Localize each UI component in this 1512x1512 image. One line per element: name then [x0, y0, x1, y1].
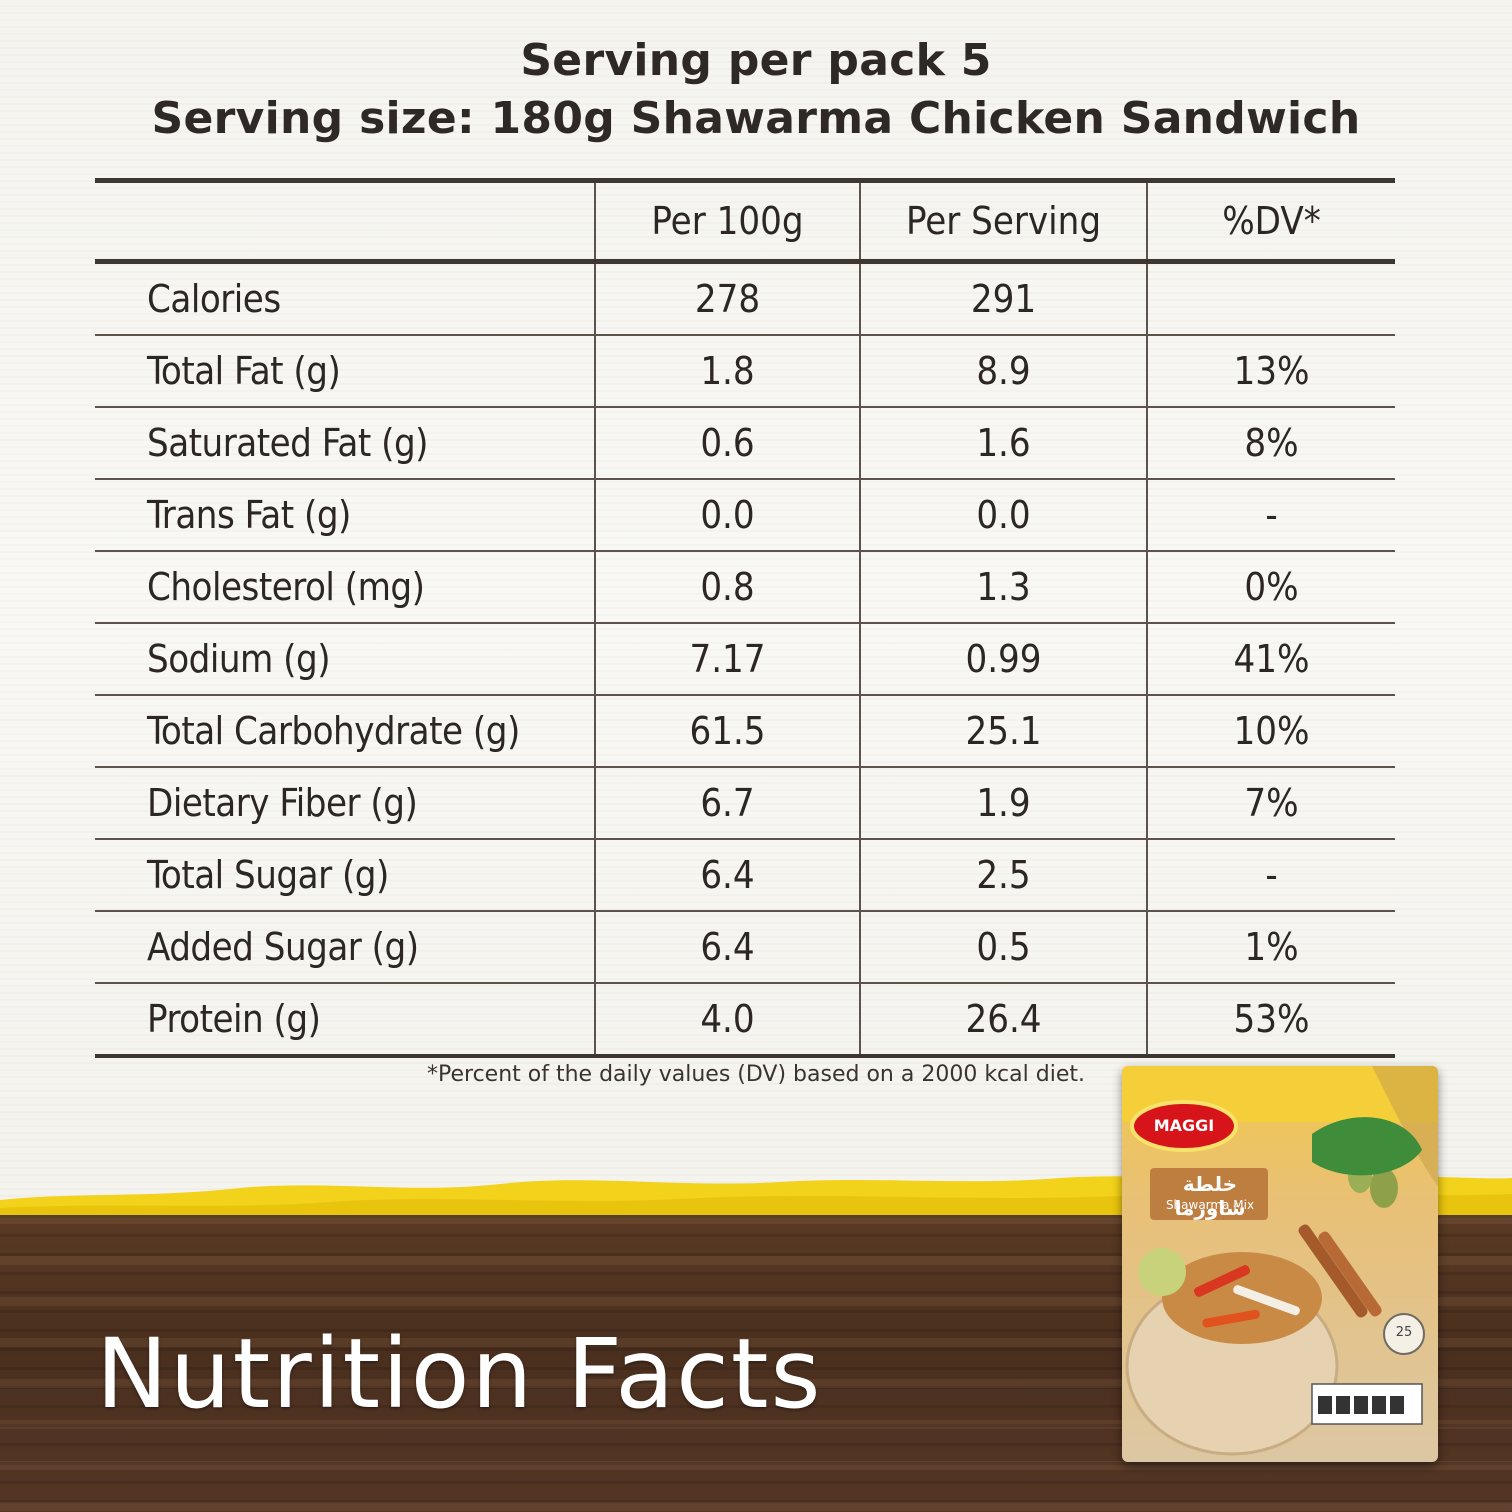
dv-value: 53%: [1146, 983, 1395, 1058]
per-serving-value: 1.6: [859, 407, 1147, 480]
dv-value: 1%: [1146, 911, 1395, 984]
table-row: Total Carbohydrate (g) 61.5 25.1 10%: [95, 695, 1395, 768]
dv-value: 10%: [1146, 695, 1395, 768]
servings-per-pack: Serving per pack 5: [520, 35, 992, 86]
table-row: Protein (g) 4.0 26.4 53%: [95, 983, 1395, 1058]
per-serving-value: 0.5: [859, 911, 1147, 984]
per-100g-value: 6.4: [594, 839, 860, 912]
nutrient-name: Calories: [95, 261, 595, 336]
per-100g-value: 0.0: [594, 479, 860, 552]
nutrition-rows: Calories 278 291 Total Fat (g) 1.8 8.9 13% Satu…: [95, 261, 1395, 1058]
table-row: Dietary Fiber (g) 6.7 1.9 7%: [95, 767, 1395, 840]
dv-value: 8%: [1146, 407, 1395, 480]
per-serving-value: 291: [859, 261, 1147, 336]
page-title: Nutrition Facts: [96, 1318, 823, 1430]
product-package-illustration: [1122, 1066, 1438, 1462]
dv-value: [1146, 261, 1395, 336]
header-per-100g: Per 100g: [594, 178, 860, 264]
per-100g-value: 0.8: [594, 551, 860, 624]
footnote: *Percent of the daily values (DV) based …: [427, 1062, 1085, 1087]
table-row: Sodium (g) 7.17 0.99 41%: [95, 623, 1395, 696]
table-row: Added Sugar (g) 6.4 0.5 1%: [95, 911, 1395, 984]
header-nutrient: [95, 178, 595, 264]
dv-value: -: [1146, 479, 1395, 552]
per-100g-value: 4.0: [594, 983, 860, 1058]
per-100g-value: 6.4: [594, 911, 860, 984]
dv-value: 13%: [1146, 335, 1395, 408]
table-row: Saturated Fat (g) 0.6 1.6 8%: [95, 407, 1395, 480]
serving-info: Serving per pack 5 Serving size: 180g Sh…: [0, 32, 1512, 148]
per-serving-value: 1.9: [859, 767, 1147, 840]
nutrient-name: Total Fat (g): [95, 335, 595, 408]
table-row: Total Sugar (g) 6.4 2.5-: [95, 839, 1395, 912]
nutrient-name: Cholesterol (mg): [95, 551, 595, 624]
per-100g-value: 1.8: [594, 335, 860, 408]
nutrient-name: Added Sugar (g): [95, 911, 595, 984]
per-serving-value: 25.1: [859, 695, 1147, 768]
table-row: Calories 278 291: [95, 261, 1395, 336]
serving-size: Serving size: 180g Shawarma Chicken Sand…: [151, 93, 1361, 144]
per-100g-value: 0.6: [594, 407, 860, 480]
nutrient-name: Sodium (g): [95, 623, 595, 696]
nutrition-table-wrap: Per 100g Per Serving %DV* Calories 278 291…: [95, 178, 1395, 1058]
per-100g-value: 7.17: [594, 623, 860, 696]
per-serving-value: 26.4: [859, 983, 1147, 1058]
nutrient-name: Trans Fat (g): [95, 479, 595, 552]
product-name-arabic: خلطة شاورما: [1174, 1172, 1246, 1220]
per-serving-value: 0.99: [859, 623, 1147, 696]
per-serving-value: 1.3: [859, 551, 1147, 624]
nutrient-name: Protein (g): [95, 983, 595, 1058]
nutrient-name: Saturated Fat (g): [95, 407, 595, 480]
per-100g-value: 278: [594, 261, 860, 336]
nutrition-table: Per 100g Per Serving %DV* Calories 278 291…: [95, 178, 1395, 1058]
per-100g-value: 61.5: [594, 695, 860, 768]
product-package-image: MAGGI خلطة شاورما Shawarma Mix 25: [1122, 1066, 1438, 1462]
table-row: Cholesterol (mg) 0.8 1.3 0%: [95, 551, 1395, 624]
per-serving-value: 2.5: [859, 839, 1147, 912]
nutrient-name: Total Carbohydrate (g): [95, 695, 595, 768]
nutrient-name: Total Sugar (g): [95, 839, 595, 912]
per-serving-value: 8.9: [859, 335, 1147, 408]
table-row: Total Fat (g) 1.8 8.9 13%: [95, 335, 1395, 408]
brand-logo-text: MAGGI: [1153, 1116, 1215, 1135]
header-dv: %DV*: [1146, 178, 1395, 264]
table-header-row: Per 100g Per Serving %DV*: [95, 178, 1395, 264]
product-name-english: Shawarma Mix: [1165, 1198, 1255, 1212]
serving-badge: 25: [1395, 1325, 1413, 1340]
dv-value: 41%: [1146, 623, 1395, 696]
dv-value: 0%: [1146, 551, 1395, 624]
header-per-serving: Per Serving: [859, 178, 1147, 264]
dv-value: -: [1146, 839, 1395, 912]
nutrient-name: Dietary Fiber (g): [95, 767, 595, 840]
dv-value: 7%: [1146, 767, 1395, 840]
per-100g-value: 6.7: [594, 767, 860, 840]
per-serving-value: 0.0: [859, 479, 1147, 552]
table-row: Trans Fat (g) 0.0 0.0-: [95, 479, 1395, 552]
